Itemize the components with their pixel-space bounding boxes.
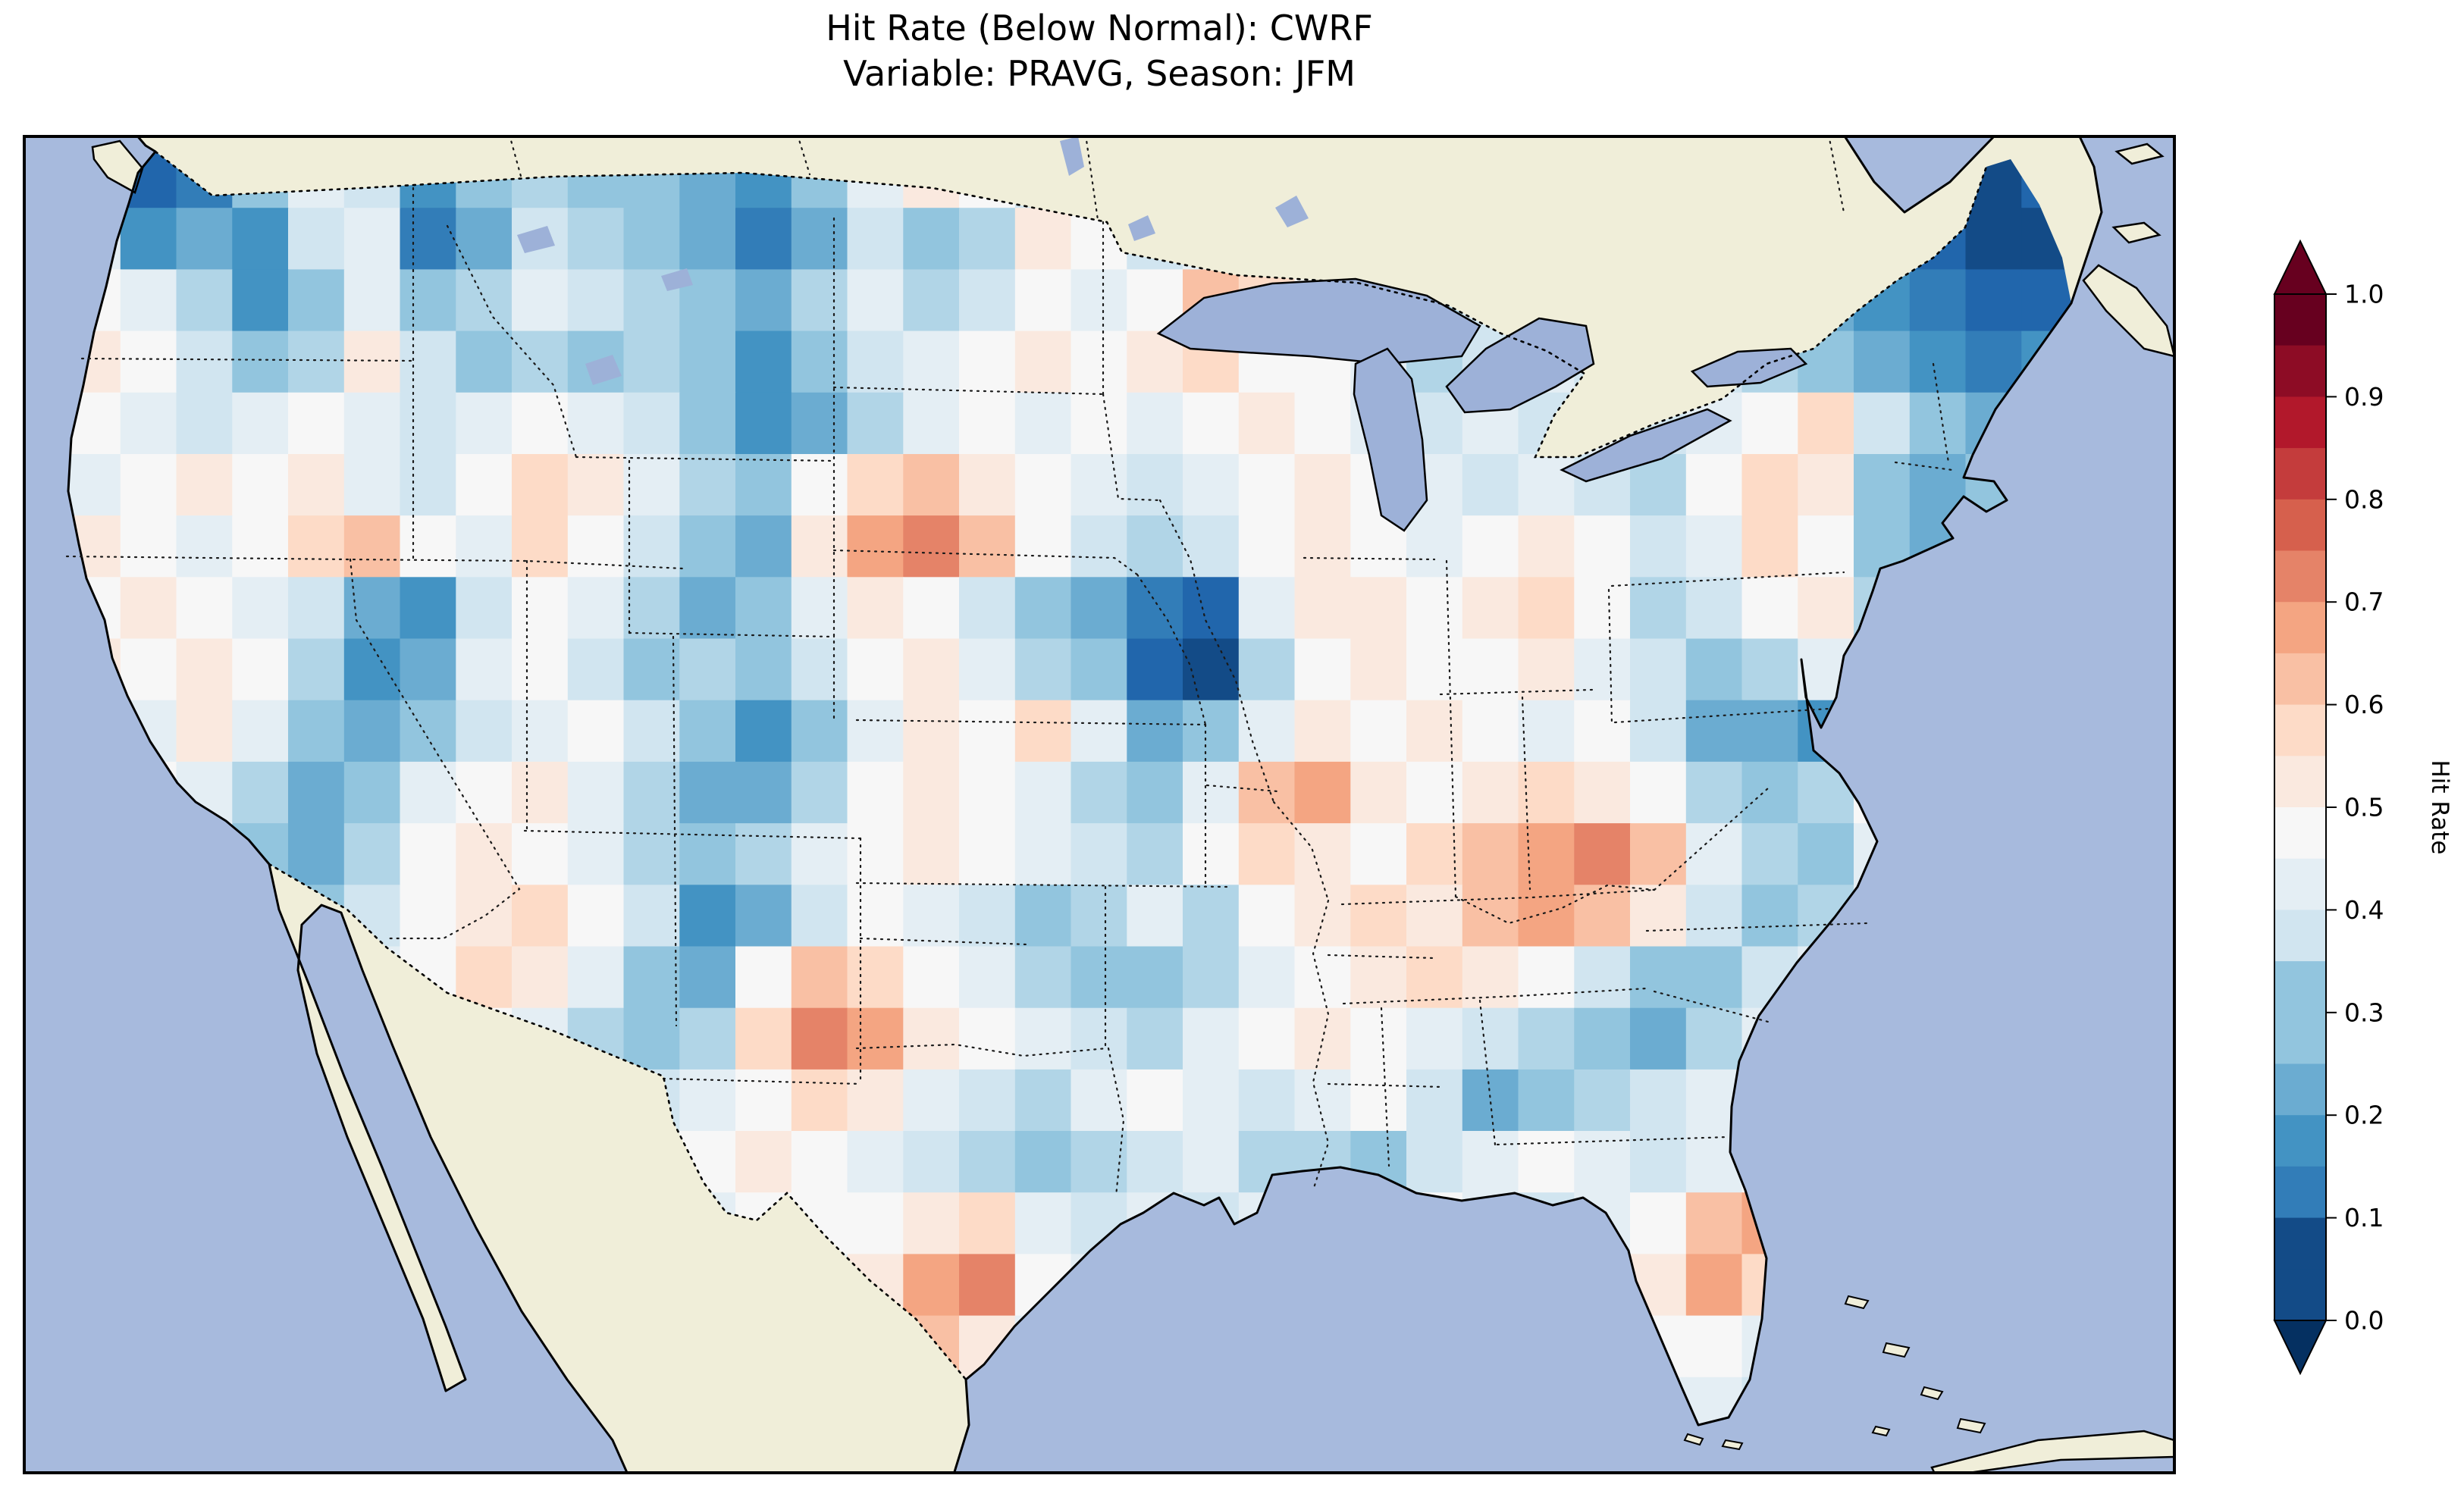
lake	[661, 268, 693, 291]
state-border	[1653, 787, 1770, 891]
great-lake	[1690, 347, 1808, 388]
state-border	[1610, 571, 1845, 587]
state-border	[1342, 987, 1648, 1005]
island-coastline	[2114, 143, 2165, 165]
colorbar-tick-label: 0.4	[2344, 895, 2384, 925]
state-border	[1272, 800, 1330, 902]
state-border	[508, 135, 523, 180]
lake	[1275, 196, 1309, 227]
colorbar-lower-arrow	[2273, 1320, 2328, 1376]
state-border	[1439, 688, 1594, 696]
state-border	[1932, 362, 1950, 464]
lake	[1128, 215, 1155, 241]
state-border	[1445, 559, 1457, 898]
colorbar-tick-label: 0.7	[2344, 587, 2384, 617]
state-border	[1136, 573, 1207, 726]
title-line-2: Variable: PRAVG, Season: JFM	[843, 52, 1356, 94]
state-border	[628, 631, 835, 638]
small-island	[1920, 1386, 1944, 1401]
colorbar-tick-label: 0.1	[2344, 1203, 2384, 1232]
colorbar-tick-label: 0.9	[2344, 382, 2384, 412]
island-coastline	[2111, 221, 2161, 244]
state-border	[1084, 135, 1099, 221]
figure-title: Hit Rate (Below Normal): CWRF Variable: …	[23, 6, 2176, 97]
state-border	[1607, 588, 1613, 726]
small-island	[1956, 1417, 1986, 1434]
colorbar-tick-label: 0.0	[2344, 1306, 2384, 1336]
state-border	[1827, 135, 1845, 214]
lake	[1060, 136, 1084, 176]
colorbar-tick-label: 0.8	[2344, 484, 2384, 514]
state-border	[859, 937, 1029, 946]
colorbar-tick-label: 0.2	[2344, 1101, 2384, 1130]
state-border	[1327, 1082, 1444, 1088]
state-border	[1102, 393, 1161, 502]
state-border	[1380, 1007, 1390, 1167]
great-lake	[1353, 347, 1428, 532]
state-border	[523, 829, 862, 840]
state-border	[796, 135, 811, 176]
lake	[517, 226, 555, 253]
state-border	[80, 357, 415, 362]
state-border	[1107, 1047, 1125, 1198]
state-border	[1496, 1135, 1730, 1146]
small-island	[1871, 1425, 1891, 1437]
coastline	[67, 135, 2103, 1474]
island	[1932, 1431, 2174, 1474]
state-border	[575, 456, 835, 462]
colorbar-tick-label: 0.6	[2344, 690, 2384, 719]
state-border	[832, 386, 1105, 396]
state-border	[1894, 461, 1954, 471]
state-border	[832, 549, 1139, 576]
state-border	[1613, 707, 1830, 724]
state-border	[662, 1077, 862, 1085]
great-lake	[1156, 277, 1481, 365]
island-coastline	[91, 139, 144, 194]
colorbar-upper-arrow	[2273, 239, 2328, 295]
state-border	[1205, 784, 1279, 793]
state-border	[1340, 888, 1656, 906]
island	[2083, 265, 2174, 356]
colorbar-axis-label: Hit Rate	[2426, 760, 2453, 854]
small-island	[1844, 1295, 1870, 1310]
lake	[585, 355, 622, 385]
small-island	[1683, 1433, 1704, 1446]
island-coastline	[2082, 264, 2176, 358]
us-hit-rate-map	[23, 135, 2176, 1474]
state-border	[1521, 696, 1531, 891]
colorbar-tick-label: 0.3	[2344, 998, 2384, 1027]
colorbar-tick-label: 1.0	[2344, 280, 2384, 309]
state-border	[1327, 954, 1436, 960]
small-island	[1721, 1439, 1744, 1451]
state-border	[355, 619, 521, 940]
title-line-1: Hit Rate (Below Normal): CWRF	[826, 8, 1373, 49]
state-border	[1303, 556, 1436, 561]
state-border	[855, 882, 1230, 888]
axes-frame	[23, 135, 2176, 1474]
state-border	[1158, 499, 1275, 803]
great-lake	[1445, 317, 1595, 414]
great-lake	[1560, 408, 1732, 483]
colorbar: 1.0 0.9 0.8 0.7 0.6 0.5 0.4 0.3 0.2 0.1 0.0 Hit Rat…	[2273, 239, 2453, 1376]
colorbar-tick-label: 0.5	[2344, 793, 2384, 822]
colorbar-gradient	[2274, 294, 2326, 1321]
state-border	[855, 1043, 1108, 1057]
state-border	[1645, 922, 1868, 932]
small-island	[1882, 1342, 1911, 1358]
